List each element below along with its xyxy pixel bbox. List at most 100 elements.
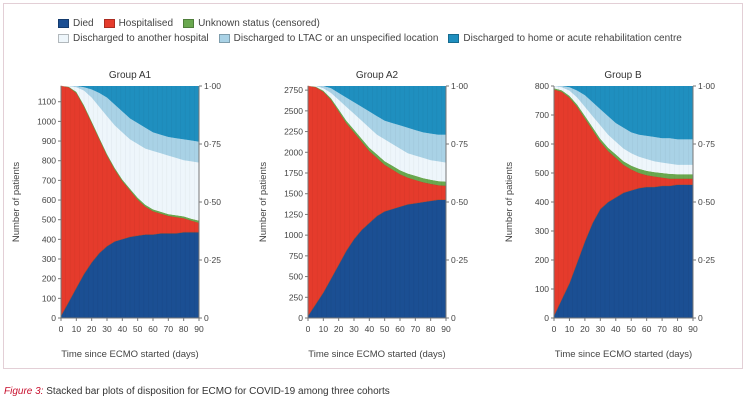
chart-group-b: Group B010020030040050060070080000·250·5…	[504, 70, 715, 360]
x-tick-label: 40	[118, 324, 128, 334]
x-axis-label: Time since ECMO started (days)	[308, 349, 445, 360]
legend-label-other-hospital: Discharged to another hospital	[73, 33, 209, 44]
x-tick-label: 60	[395, 324, 405, 334]
y-tick-label: 250	[289, 292, 303, 302]
y-tick-label: 500	[42, 215, 56, 225]
x-tick-label: 60	[148, 324, 158, 334]
y2-tick-label: 0·75	[451, 139, 468, 149]
y-tick-label: 1000	[284, 230, 303, 240]
chart-group-a1: Group A101002003004005006007008009001000…	[11, 70, 221, 360]
x-tick-label: 60	[642, 324, 652, 334]
y2-tick-label: 0·25	[451, 255, 468, 265]
y2-tick-label: 1·00	[451, 81, 468, 91]
x-tick-label: 70	[411, 324, 421, 334]
y-tick-label: 0	[298, 313, 303, 323]
x-tick-label: 70	[657, 324, 667, 334]
y-tick-label: 200	[535, 255, 549, 265]
y-tick-label: 200	[42, 274, 56, 284]
y-tick-label: 700	[42, 175, 56, 185]
x-tick-label: 40	[365, 324, 375, 334]
figure-frame	[3, 3, 743, 369]
area-other-hosp	[554, 86, 693, 175]
y-tick-label: 0	[51, 313, 56, 323]
legend-swatch-hospitalised	[103, 19, 115, 28]
area-died	[308, 199, 446, 318]
x-tick-label: 50	[133, 324, 143, 334]
legend-label-died: Died	[73, 18, 94, 29]
area-ltac	[61, 86, 199, 163]
legend-row-2: Discharged to another hospital Discharge…	[58, 31, 692, 46]
y2-tick-label: 0·50	[204, 197, 221, 207]
y-tick-label: 750	[289, 251, 303, 261]
area-home	[308, 86, 446, 135]
y-tick-label: 600	[535, 139, 549, 149]
x-tick-label: 50	[380, 324, 390, 334]
y2-tick-label: 1·00	[698, 81, 715, 91]
chart-title: Group A2	[356, 70, 399, 81]
y-tick-label: 0	[544, 313, 549, 323]
area-home	[554, 86, 693, 140]
x-tick-label: 0	[552, 324, 557, 334]
area-died	[554, 184, 693, 318]
y-tick-label: 2500	[284, 106, 303, 116]
x-tick-label: 80	[179, 324, 189, 334]
y-tick-label: 700	[535, 110, 549, 120]
x-tick-label: 90	[194, 324, 204, 334]
legend-label-unknown: Unknown status (censored)	[198, 18, 320, 29]
y-tick-label: 500	[535, 168, 549, 178]
y2-tick-label: 0	[451, 313, 456, 323]
x-axis-label: Time since ECMO started (days)	[61, 349, 198, 360]
x-tick-label: 90	[688, 324, 698, 334]
y-tick-label: 400	[535, 197, 549, 207]
legend-swatch-home	[448, 34, 460, 43]
legend: Died Hospitalised Unknown status (censor…	[58, 16, 692, 46]
y2-tick-label: 0·50	[451, 197, 468, 207]
area-home	[61, 86, 199, 142]
chart-title: Group A1	[109, 70, 152, 81]
y2-tick-label: 0·75	[698, 139, 715, 149]
legend-row-1: Died Hospitalised Unknown status (censor…	[58, 16, 692, 31]
y-tick-label: 800	[535, 81, 549, 91]
area-died	[61, 232, 199, 318]
legend-swatch-other-hospital	[58, 34, 69, 43]
caption-text: Stacked bar plots of disposition for ECM…	[46, 386, 390, 397]
y-tick-label: 900	[42, 136, 56, 146]
x-tick-label: 10	[565, 324, 575, 334]
y-tick-label: 800	[42, 156, 56, 166]
y-axis-label: Number of patients	[504, 162, 515, 243]
y-tick-label: 300	[535, 226, 549, 236]
legend-item-ltac: Discharged to LTAC or an unspecified loc…	[218, 33, 439, 44]
y-tick-label: 1250	[284, 209, 303, 219]
x-tick-label: 0	[306, 324, 311, 334]
y-axis-label: Number of patients	[258, 162, 269, 243]
y-tick-label: 1100	[38, 97, 57, 107]
legend-item-other-hospital: Discharged to another hospital	[58, 33, 209, 44]
chart-title: Group B	[604, 70, 642, 81]
legend-label-ltac: Discharged to LTAC or an unspecified loc…	[233, 33, 439, 44]
legend-swatch-unknown	[183, 19, 195, 28]
x-tick-label: 70	[164, 324, 174, 334]
y-tick-label: 400	[42, 234, 56, 244]
legend-label-hospitalised: Hospitalised	[118, 18, 174, 29]
y2-tick-label: 0·25	[204, 255, 221, 265]
y2-tick-label: 0	[698, 313, 703, 323]
y-tick-label: 2000	[284, 147, 303, 157]
y-axis-label: Number of patients	[11, 162, 22, 243]
y-tick-label: 1750	[284, 168, 303, 178]
x-axis-label: Time since ECMO started (days)	[555, 349, 692, 360]
area-ltac	[308, 86, 446, 163]
y-tick-label: 1000	[37, 116, 56, 126]
x-tick-label: 10	[319, 324, 329, 334]
legend-item-hospitalised: Hospitalised	[103, 18, 174, 29]
legend-label-home: Discharged to home or acute rehabilitati…	[463, 33, 682, 44]
y-tick-label: 100	[42, 293, 56, 303]
x-tick-label: 20	[580, 324, 590, 334]
x-tick-label: 20	[87, 324, 97, 334]
area-other-hosp	[61, 86, 199, 221]
x-tick-label: 30	[596, 324, 606, 334]
x-tick-label: 20	[334, 324, 344, 334]
x-tick-label: 90	[441, 324, 451, 334]
x-tick-label: 80	[673, 324, 683, 334]
x-tick-label: 50	[626, 324, 636, 334]
